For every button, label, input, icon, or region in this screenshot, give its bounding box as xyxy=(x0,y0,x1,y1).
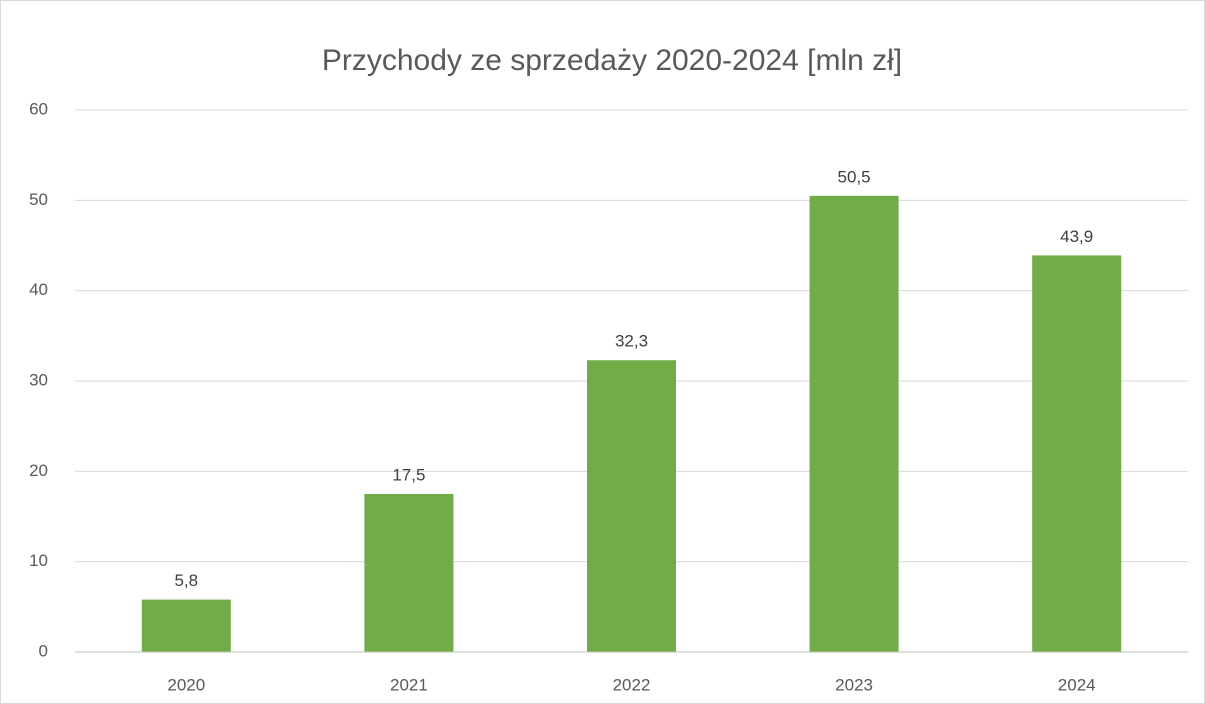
chart-title: Przychody ze sprzedaży 2020-2024 [mln zł… xyxy=(322,44,902,77)
value-label: 50,5 xyxy=(838,167,871,186)
x-tick-label: 2022 xyxy=(613,675,651,694)
y-tick-label: 20 xyxy=(29,461,48,480)
value-label: 32,3 xyxy=(615,332,648,351)
bar xyxy=(1032,255,1122,653)
bar xyxy=(141,599,231,652)
y-tick-label: 50 xyxy=(29,190,48,209)
y-tick-label: 10 xyxy=(29,551,48,570)
value-label: 43,9 xyxy=(1060,227,1093,246)
x-tick-label: 2020 xyxy=(167,675,205,694)
y-tick-label: 0 xyxy=(39,641,48,660)
y-tick-label: 40 xyxy=(29,280,48,299)
x-tick-label: 2023 xyxy=(835,675,873,694)
y-tick-label: 60 xyxy=(29,99,48,118)
x-tick-label: 2021 xyxy=(390,675,428,694)
value-label: 17,5 xyxy=(392,465,425,484)
y-tick-label: 30 xyxy=(29,370,48,389)
value-label: 5,8 xyxy=(174,571,198,590)
bar xyxy=(364,493,454,652)
bar xyxy=(586,360,677,652)
x-tick-label: 2024 xyxy=(1058,675,1096,694)
bar xyxy=(809,195,899,653)
